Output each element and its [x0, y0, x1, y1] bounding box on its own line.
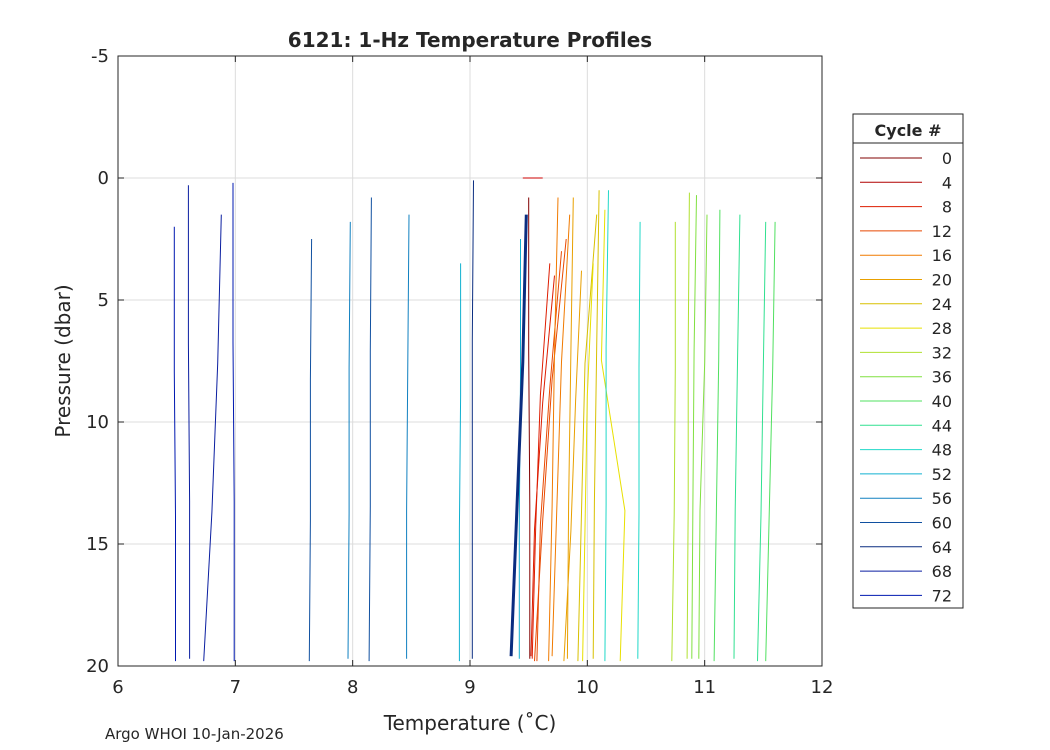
profile-line-cycle-52	[458, 263, 462, 662]
profile-line-cycle-24	[592, 190, 600, 659]
legend-label-4: 4	[942, 173, 952, 192]
legend-label-52: 52	[932, 465, 952, 484]
profile-line-cycle-44	[733, 214, 741, 659]
y-axis-ticks: -5 0 5 10 15 20	[86, 46, 822, 677]
profile-line-cycle-68	[187, 185, 191, 659]
x-tick-label: 6	[112, 677, 123, 698]
legend-label-68: 68	[932, 562, 952, 581]
profile-line-cycle-16	[548, 197, 559, 662]
x-axis-label: Temperature (˚C)	[383, 711, 557, 735]
legend-label-8: 8	[942, 198, 952, 217]
legend-label-44: 44	[932, 416, 952, 435]
x-axis-ticks: 6 7 8 9 10 11 12	[112, 56, 833, 698]
profile-line-cycle-44	[757, 221, 767, 662]
legend-label-56: 56	[932, 489, 952, 508]
profile-line-cycle-60	[368, 197, 372, 662]
y-tick-label: -5	[91, 46, 109, 67]
profile-lines	[173, 177, 776, 662]
legend-label-72: 72	[932, 586, 952, 605]
profile-line-cycle-72	[232, 182, 235, 662]
profile-line-cycle-8	[530, 275, 555, 657]
profile-line-cycle-28	[582, 263, 594, 662]
chart-title: 6121: 1-Hz Temperature Profiles	[288, 28, 652, 52]
profile-line-cycle-0	[528, 197, 531, 659]
legend-title: Cycle #	[875, 121, 942, 140]
profile-line-cycle-64	[509, 214, 528, 657]
profile-line-cycle-56	[406, 214, 410, 659]
profile-line-cycle-24	[577, 214, 598, 662]
legend-label-20: 20	[932, 271, 952, 290]
profile-line-cycle-32	[686, 192, 690, 659]
legend-label-48: 48	[932, 441, 952, 460]
legend-label-12: 12	[932, 222, 952, 241]
x-tick-label: 12	[811, 677, 834, 698]
profile-line-cycle-36	[691, 195, 697, 659]
y-tick-label: 0	[98, 168, 109, 189]
footer-credit: Argo WHOI 10-Jan-2026	[105, 725, 284, 743]
legend-box	[852, 113, 964, 609]
profile-line-cycle-48	[604, 190, 609, 662]
legend: Cycle # 04812162024283236404448525660646…	[852, 113, 964, 609]
legend-label-32: 32	[932, 343, 952, 362]
x-tick-label: 10	[576, 677, 599, 698]
x-tick-label: 9	[464, 677, 475, 698]
profile-line-cycle-68	[203, 214, 222, 662]
x-tick-label: 7	[230, 677, 241, 698]
grid	[118, 56, 822, 666]
x-tick-label: 11	[693, 677, 716, 698]
x-tick-label: 8	[347, 677, 358, 698]
profile-line-cycle-60	[308, 238, 313, 662]
profile-line-cycle-32	[671, 221, 676, 662]
profile-line-cycle-20	[563, 270, 582, 662]
profile-line-cycle-40	[713, 209, 721, 662]
y-tick-label: 15	[86, 534, 109, 555]
profile-line-cycle-28	[600, 209, 626, 662]
profile-line-cycle-48	[637, 221, 641, 659]
legend-label-16: 16	[932, 246, 952, 265]
profile-line-cycle-8	[531, 263, 551, 659]
profile-line-cycle-72	[173, 226, 176, 662]
y-tick-label: 5	[98, 290, 109, 311]
y-tick-label: 20	[86, 656, 109, 677]
profile-line-cycle-36	[698, 214, 708, 659]
legend-label-64: 64	[932, 538, 952, 557]
profile-line-cycle-40	[765, 221, 776, 662]
legend-label-36: 36	[932, 368, 952, 387]
profile-line-cycle-64	[471, 180, 474, 659]
legend-label-28: 28	[932, 319, 952, 338]
legend-label-0: 0	[942, 149, 952, 168]
y-tick-label: 10	[86, 412, 109, 433]
legend-label-40: 40	[932, 392, 952, 411]
legend-label-60: 60	[932, 514, 952, 533]
legend-label-24: 24	[932, 295, 952, 314]
y-axis-label: Pressure (dbar)	[51, 284, 75, 437]
profile-line-cycle-56	[347, 221, 351, 659]
profile-line-cycle-16	[551, 214, 571, 657]
